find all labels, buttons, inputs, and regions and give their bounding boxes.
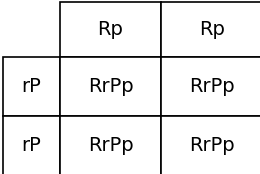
Text: RrPp: RrPp bbox=[189, 77, 235, 96]
Text: Rp: Rp bbox=[199, 20, 225, 39]
FancyBboxPatch shape bbox=[161, 116, 260, 174]
Text: RrPp: RrPp bbox=[88, 77, 133, 96]
Text: RrPp: RrPp bbox=[88, 136, 133, 155]
Text: rP: rP bbox=[21, 77, 41, 96]
Text: RrPp: RrPp bbox=[189, 136, 235, 155]
FancyBboxPatch shape bbox=[3, 116, 60, 174]
Text: Rp: Rp bbox=[98, 20, 124, 39]
FancyBboxPatch shape bbox=[161, 2, 260, 57]
FancyBboxPatch shape bbox=[60, 116, 161, 174]
Text: rP: rP bbox=[21, 136, 41, 155]
FancyBboxPatch shape bbox=[60, 2, 161, 57]
FancyBboxPatch shape bbox=[3, 57, 60, 116]
FancyBboxPatch shape bbox=[161, 57, 260, 116]
FancyBboxPatch shape bbox=[60, 57, 161, 116]
